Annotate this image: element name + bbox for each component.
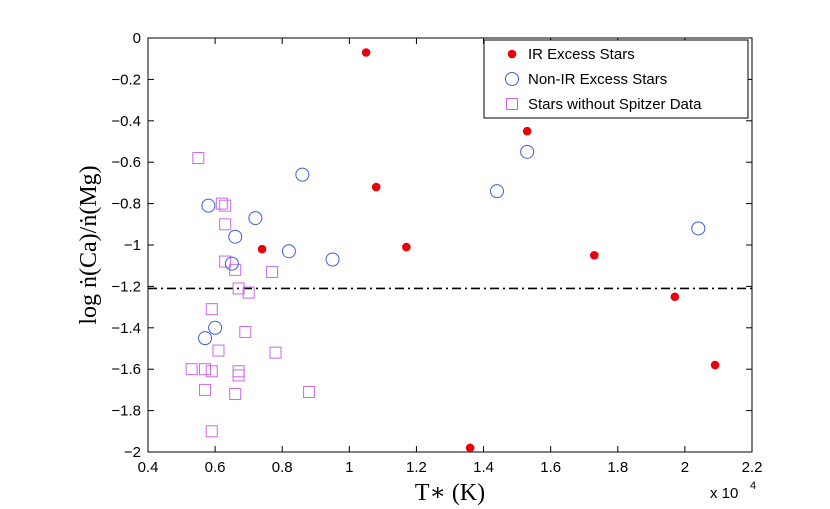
x-axis-label: T∗ (K): [415, 480, 485, 506]
data-point: [266, 265, 279, 278]
data-point: [185, 363, 198, 376]
y-tick-label: 0: [133, 30, 141, 47]
x-multiplier-exponent: 4: [750, 480, 756, 492]
x-tick-label: 1.8: [607, 459, 628, 476]
data-point: [208, 320, 223, 335]
data-point: [242, 286, 255, 299]
y-tick-label: −0.4: [111, 113, 141, 130]
x-tick-label: 0.8: [272, 459, 293, 476]
data-point: [239, 325, 252, 338]
y-tick-label: −1.6: [111, 361, 141, 378]
data-point: [224, 256, 239, 271]
x-multiplier-base: x 10: [710, 485, 738, 502]
y-tick-label: −0.2: [111, 71, 141, 88]
data-point: [248, 211, 263, 226]
data-point: [489, 184, 504, 199]
data-point: [228, 229, 243, 244]
y-tick-label: −1.4: [111, 320, 141, 337]
data-point: [215, 197, 228, 210]
legend-marker: [505, 72, 519, 86]
data-point: [257, 244, 267, 254]
y-tick-label: −1: [124, 237, 141, 254]
y-tick-label: −0.8: [111, 196, 141, 213]
y-tick-label: −1.8: [111, 403, 141, 420]
data-point: [212, 344, 225, 357]
x-multiplier: x 10 4: [710, 480, 756, 502]
x-tick-label: 1.2: [406, 459, 427, 476]
data-point: [232, 365, 245, 378]
x-tick-label: 0.6: [205, 459, 226, 476]
plot-area: [147, 37, 753, 453]
data-point: [295, 167, 310, 182]
data-point: [325, 252, 340, 267]
data-point: [670, 292, 680, 302]
legend-marker: [506, 98, 518, 110]
x-tick-labels: 0.4 0.6 0.8 1 1.2 1.4 1.6 1.8 2 2.2: [138, 459, 763, 476]
data-point: [589, 251, 599, 260]
data-point: [281, 244, 296, 259]
legend-label: IR Excess Stars: [528, 46, 635, 63]
data-point: [522, 126, 532, 136]
data-point: [219, 255, 232, 268]
data-point: [198, 331, 213, 346]
data-point: [465, 443, 475, 453]
y-tick-label: −0.6: [111, 154, 141, 171]
x-tick-label: 0.4: [138, 459, 159, 476]
y-tick-label: −2: [124, 444, 141, 461]
data-point: [303, 385, 316, 398]
legend-box: [483, 39, 749, 119]
x-tick-label: 1.6: [540, 459, 561, 476]
data-point: [219, 199, 232, 212]
data-point: [219, 218, 232, 231]
x-tick-label: 2: [681, 459, 689, 476]
data-point: [229, 388, 242, 401]
y-tick-label: −1.2: [111, 278, 141, 295]
data-point: [402, 242, 411, 252]
legend: IR Excess Stars Non-IR Excess Stars Stars …: [483, 39, 749, 119]
data-point: [201, 198, 216, 213]
data-point: [269, 346, 282, 359]
data-point: [205, 425, 218, 438]
data-point: [691, 221, 706, 236]
data-point: [232, 282, 245, 295]
legend-marker: [507, 49, 517, 59]
data-point: [710, 360, 720, 370]
data-point: [361, 48, 371, 57]
data-point: [371, 182, 381, 192]
y-tick-labels: 0 −0.2 −0.4 −0.6 −0.8 −1 −1.2 −1.4 −1.6 −1.8 −2: [111, 30, 141, 461]
data-point: [205, 365, 218, 378]
x-tick-label: 2.2: [742, 459, 763, 476]
data-point: [205, 303, 218, 316]
y-axis-label: log ṅ(Ca)/ṅ(Mg): [76, 165, 102, 324]
data-point: [232, 369, 245, 382]
data-point: [520, 144, 535, 159]
data-point: [192, 152, 205, 165]
x-tick-label: 1: [345, 459, 353, 476]
x-tick-label: 1.4: [473, 459, 494, 476]
data-point: [199, 363, 212, 376]
data-point: [199, 383, 212, 396]
legend-label: Stars without Spitzer Data: [528, 96, 702, 113]
legend-label: Non-IR Excess Stars: [528, 71, 667, 88]
